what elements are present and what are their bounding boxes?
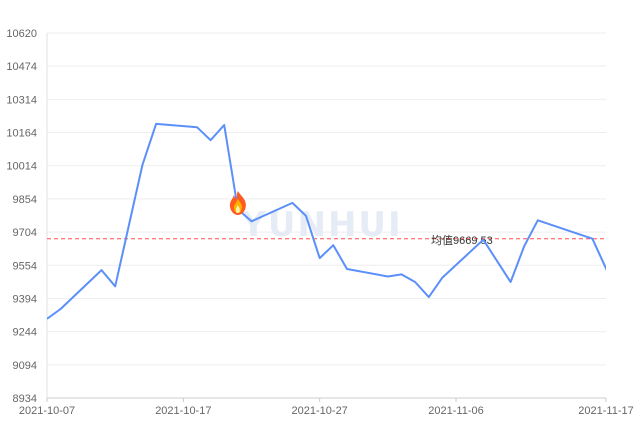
x-tick-label: 2021-10-17 bbox=[155, 405, 211, 417]
mean-label: 均值9669.53 bbox=[431, 234, 493, 247]
markers bbox=[229, 191, 246, 216]
y-axis-ticks: 10620 10474 10314 10164 10014 9854 9704 9554 939… bbox=[6, 28, 37, 405]
y-tick-label: 9094 bbox=[13, 360, 37, 372]
y-tick-label: 9854 bbox=[13, 194, 37, 206]
x-axis-ticks: 2021-10-07 2021-10-17 2021-10-27 2021-11-06… bbox=[19, 398, 634, 417]
x-tick-label: 2021-10-27 bbox=[292, 405, 348, 417]
fire-core bbox=[235, 205, 240, 214]
y-tick-label: 10164 bbox=[6, 128, 37, 140]
x-tick-label: 2021-10-07 bbox=[19, 405, 75, 417]
x-tick-label: 2021-11-17 bbox=[578, 405, 633, 417]
y-tick-label: 10314 bbox=[6, 94, 37, 106]
y-tick-label: 9244 bbox=[13, 327, 37, 339]
grid-lines bbox=[47, 32, 606, 366]
mean-reference: 均值9669.53 bbox=[47, 234, 606, 247]
series-lines bbox=[47, 122, 606, 320]
y-tick-label: 9554 bbox=[13, 260, 37, 272]
fire-icon bbox=[229, 191, 246, 216]
y-tick-label: 10474 bbox=[6, 61, 37, 73]
y-tick-label: 9394 bbox=[13, 293, 37, 305]
y-tick-label: 10014 bbox=[6, 161, 37, 173]
x-tick-label: 2021-11-06 bbox=[428, 405, 483, 417]
y-tick-label: 9704 bbox=[13, 227, 37, 239]
y-tick-label: 8934 bbox=[13, 393, 37, 405]
y-tick-label: 10620 bbox=[6, 28, 37, 40]
series-line bbox=[47, 122, 606, 320]
axes bbox=[46, 33, 606, 399]
